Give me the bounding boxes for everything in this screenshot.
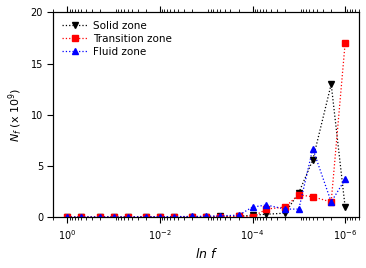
Fluid zone — [204, 215, 209, 218]
Solid zone — [250, 214, 255, 217]
Transition zone — [218, 215, 223, 218]
Transition zone — [98, 215, 102, 219]
Solid zone — [144, 215, 148, 218]
Line: Transition zone: Transition zone — [65, 40, 348, 220]
Line: Solid zone: Solid zone — [65, 81, 348, 220]
Transition zone — [236, 215, 241, 218]
Fluid zone — [343, 178, 347, 181]
Solid zone — [172, 215, 176, 218]
Fluid zone — [65, 215, 70, 219]
Y-axis label: $N_f$ (x 10$^9$): $N_f$ (x 10$^9$) — [7, 88, 25, 142]
Transition zone — [329, 200, 333, 203]
Solid zone — [158, 215, 162, 218]
Fluid zone — [311, 147, 315, 150]
Transition zone — [126, 215, 130, 219]
Solid zone — [343, 206, 347, 209]
Fluid zone — [218, 214, 223, 217]
Transition zone — [158, 215, 162, 218]
Solid zone — [311, 158, 315, 162]
Transition zone — [250, 215, 255, 218]
Transition zone — [172, 215, 176, 218]
Transition zone — [144, 215, 148, 219]
Fluid zone — [190, 215, 195, 218]
Transition zone — [112, 215, 116, 219]
Fluid zone — [79, 215, 83, 219]
Solid zone — [329, 83, 333, 86]
Fluid zone — [126, 215, 130, 218]
Solid zone — [236, 215, 241, 218]
Fluid zone — [264, 203, 269, 207]
X-axis label: ln $f$: ln $f$ — [195, 247, 218, 261]
Transition zone — [79, 215, 83, 219]
Solid zone — [218, 215, 223, 218]
Legend: Solid zone, Transition zone, Fluid zone: Solid zone, Transition zone, Fluid zone — [59, 18, 175, 60]
Fluid zone — [236, 214, 241, 217]
Transition zone — [297, 193, 301, 196]
Solid zone — [190, 215, 195, 218]
Solid zone — [204, 215, 209, 218]
Transition zone — [311, 195, 315, 198]
Fluid zone — [283, 207, 287, 211]
Fluid zone — [172, 215, 176, 218]
Transition zone — [65, 215, 70, 219]
Fluid zone — [112, 215, 116, 218]
Fluid zone — [158, 215, 162, 218]
Line: Fluid zone: Fluid zone — [65, 146, 348, 220]
Solid zone — [98, 215, 102, 219]
Transition zone — [190, 215, 195, 218]
Transition zone — [283, 206, 287, 209]
Solid zone — [126, 215, 130, 219]
Fluid zone — [297, 207, 301, 211]
Transition zone — [264, 207, 269, 211]
Solid zone — [297, 191, 301, 194]
Solid zone — [65, 215, 70, 219]
Solid zone — [264, 213, 269, 216]
Solid zone — [112, 215, 116, 219]
Transition zone — [204, 215, 209, 218]
Solid zone — [283, 211, 287, 215]
Solid zone — [79, 215, 83, 219]
Fluid zone — [98, 215, 102, 219]
Fluid zone — [144, 215, 148, 218]
Fluid zone — [329, 200, 333, 203]
Fluid zone — [250, 206, 255, 209]
Transition zone — [343, 42, 347, 45]
